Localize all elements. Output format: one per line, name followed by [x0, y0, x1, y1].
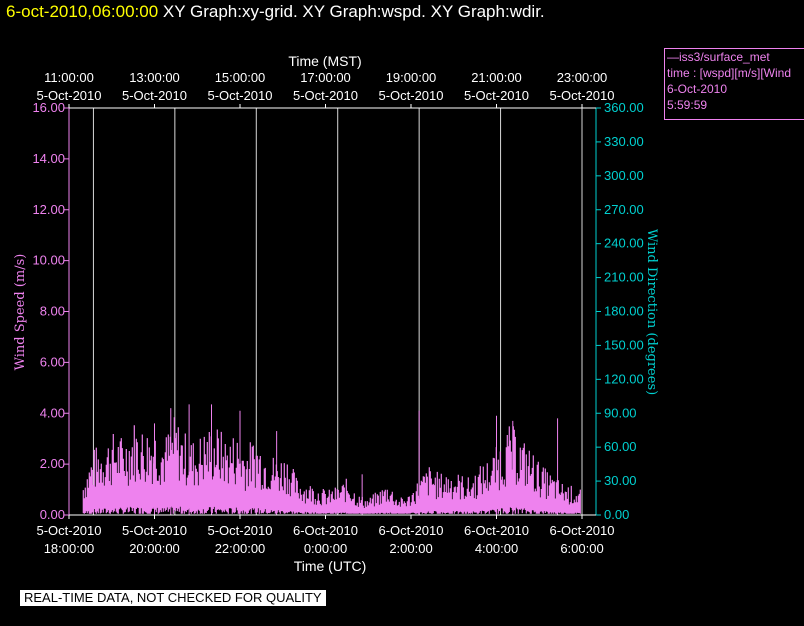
top-tick-date-6: 5-Oct-2010: [549, 88, 614, 103]
quality-disclaimer: REAL-TIME DATA, NOT CHECKED FOR QUALITY: [20, 590, 326, 606]
top-tick-date-0: 5-Oct-2010: [36, 88, 101, 103]
bottom-tick-date-5: 6-Oct-2010: [464, 523, 529, 538]
left-tick-label-7: 14.00: [32, 151, 65, 166]
axis-layer: 0.00 2.00 4.00 6.00 8.00 10.00 12.00 14.00 16.00…: [32, 70, 643, 556]
right-tick-label-5: 150.00: [604, 337, 644, 352]
header-date: 6-oct-2010,06:00:00: [6, 2, 159, 21]
bottom-tick-date-2: 5-Oct-2010: [207, 523, 272, 538]
top-tick-time-2: 15:00:00: [215, 70, 266, 85]
top-tick-date-4: 5-Oct-2010: [378, 88, 443, 103]
bottom-axis-label: Time (UTC): [294, 558, 367, 574]
legend-line-date: 6-Oct-2010: [667, 82, 728, 96]
right-tick-label-11: 330.00: [604, 134, 644, 149]
series-layer: [82, 404, 581, 515]
top-axis-label: Time (MST): [288, 53, 361, 69]
bottom-tick-date-3: 6-Oct-2010: [293, 523, 358, 538]
right-tick-label-1: 30.00: [604, 473, 637, 488]
right-tick-label-0: 0.00: [604, 507, 629, 522]
bottom-tick-date-6: 6-Oct-2010: [549, 523, 614, 538]
legend: —iss3/surface_met time : [wspd][m/s][Win…: [664, 48, 804, 120]
right-tick-label-10: 300.00: [604, 168, 644, 183]
bottom-tick-time-5: 4:00:00: [475, 541, 518, 556]
wspd-trace: [82, 417, 581, 514]
top-tick-date-2: 5-Oct-2010: [207, 88, 272, 103]
top-tick-date-3: 5-Oct-2010: [293, 88, 358, 103]
top-tick-date-1: 5-Oct-2010: [122, 88, 187, 103]
right-axis-label: Wind Direction (degrees): [644, 229, 659, 395]
right-tick-label-8: 240.00: [604, 236, 644, 251]
top-tick-time-4: 19:00:00: [386, 70, 437, 85]
top-tick-time-0: 11:00:00: [44, 70, 94, 85]
right-tick-label-6: 180.00: [604, 304, 644, 319]
bottom-tick-time-1: 20:00:00: [129, 541, 180, 556]
bottom-tick-time-3: 0:00:00: [304, 541, 347, 556]
legend-line-time: 5:59:59: [667, 98, 708, 112]
legend-line-series: —iss3/surface_met: [667, 50, 770, 64]
left-tick-label-8: 16.00: [32, 100, 65, 115]
header-graphs: XY Graph:xy-grid. XY Graph:wspd. XY Grap…: [162, 2, 545, 21]
left-tick-label-4: 8.00: [40, 304, 65, 319]
bottom-tick-date-1: 5-Oct-2010: [122, 523, 187, 538]
right-tick-label-4: 120.00: [604, 371, 644, 386]
left-tick-label-5: 10.00: [32, 253, 65, 268]
right-tick-label-3: 90.00: [604, 405, 637, 420]
top-tick-time-1: 13:00:00: [129, 70, 180, 85]
legend-line-variable: time : [wspd][m/s][Wind: [667, 66, 792, 80]
left-tick-label-2: 4.00: [40, 405, 65, 420]
bottom-tick-time-4: 2:00:00: [389, 541, 432, 556]
left-axis-label: Wind Speed (m/s): [13, 254, 28, 371]
left-tick-label-1: 2.00: [40, 456, 65, 471]
right-tick-label-2: 60.00: [604, 439, 637, 454]
left-tick-label-3: 6.00: [40, 354, 65, 369]
bottom-tick-time-2: 22:00:00: [215, 541, 266, 556]
top-tick-time-6: 23:00:00: [557, 70, 608, 85]
left-tick-label-0: 0.00: [40, 507, 65, 522]
top-tick-date-5: 5-Oct-2010: [464, 88, 529, 103]
top-tick-time-5: 21:00:00: [471, 70, 522, 85]
right-tick-label-7: 210.00: [604, 270, 644, 285]
left-tick-label-6: 12.00: [32, 202, 65, 217]
bottom-tick-date-4: 6-Oct-2010: [378, 523, 443, 538]
bottom-tick-time-6: 6:00:00: [560, 541, 603, 556]
right-tick-label-9: 270.00: [604, 202, 644, 217]
bottom-tick-time-0: 18:00:00: [44, 541, 95, 556]
top-tick-time-3: 17:00:00: [300, 70, 351, 85]
bottom-tick-date-0: 5-Oct-2010: [36, 523, 101, 538]
chart-header: 6-oct-2010,06:00:00 XY Graph:xy-grid. XY…: [6, 2, 545, 22]
right-tick-label-12: 360.00: [604, 100, 644, 115]
